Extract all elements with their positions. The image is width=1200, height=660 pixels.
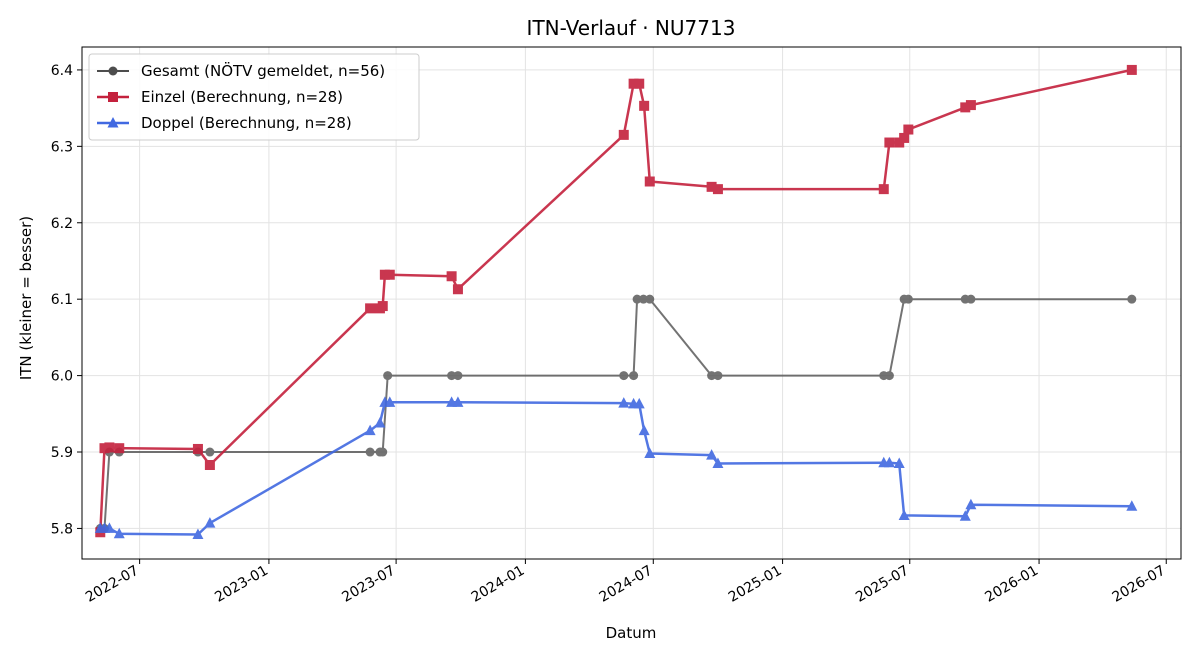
data-point [618,397,630,408]
data-point [113,527,125,539]
data-point [707,371,717,381]
legend-label: Doppel (Berechnung, n=28) [141,114,352,132]
x-tick-label: 2023-01 [212,563,271,606]
data-point [384,396,396,407]
y-tick-label: 6.4 [51,63,73,79]
data-point [1127,294,1137,304]
data-point [1126,500,1138,511]
data-point [644,447,656,459]
x-tick-label: 2024-01 [469,563,528,606]
data-point [644,176,655,187]
data-point [713,371,723,381]
data-point [114,443,125,454]
y-tick-label: 6.3 [51,139,73,155]
data-point [384,269,395,280]
data-point [629,371,639,381]
data-point [639,100,650,111]
legend-label: Einzel (Berechnung, n=28) [141,88,343,106]
data-point [638,294,648,304]
data-point [365,303,376,314]
data-point [645,294,655,304]
legend-marker [108,92,118,102]
data-point [959,510,971,521]
legend-entry: Gesamt (NÖTV gemeldet, n=56) [97,61,385,80]
data-point [446,271,457,282]
x-tick-label: 2022-07 [83,563,142,606]
data-point [898,509,910,520]
data-point [192,528,204,540]
data-point [965,100,976,111]
plot-frame [81,46,1182,560]
axes: 5.8 5.9 6.0 6.1 6.2 6.3 6.4 2022-07 2023-01 2023-… [51,63,1169,606]
series-line [100,298,1132,530]
legend: Gesamt (NÖTV gemeldet, n=56) Einzel (Bere… [88,53,420,141]
legend-label: Gesamt (NÖTV gemeldet, n=56) [141,61,385,80]
data-point [104,442,115,453]
data-point [884,371,894,381]
y-tick-label: 6.2 [51,216,73,232]
data-point [706,181,717,192]
y-tick-label: 6.1 [51,292,73,308]
data-point [377,301,388,312]
legend-entry: Einzel (Berechnung, n=28) [97,88,343,106]
data-point [365,447,375,457]
x-tick-label: 2023-07 [339,563,398,606]
data-point [638,424,650,436]
data-point [452,396,464,407]
data-point [103,522,115,533]
data-point [204,460,215,471]
data-point [903,294,913,304]
y-tick-label: 5.8 [51,521,73,537]
y-tick-label: 5.9 [51,445,73,461]
data-point [383,371,393,381]
data-point [903,124,914,135]
series-layer [94,64,1138,540]
data-point [619,371,629,381]
data-point [205,447,215,457]
data-point [883,456,895,468]
x-tick-label: 2026-01 [982,563,1041,606]
legend-marker [107,117,119,128]
data-point [364,424,376,436]
data-point [453,371,463,381]
legend-box [88,53,420,141]
data-point [960,102,971,113]
data-point [1126,64,1137,75]
data-point [966,294,976,304]
data-point [965,498,977,510]
data-point [378,447,388,457]
legend-entry: Doppel (Berechnung, n=28) [97,114,352,132]
data-point [712,184,723,195]
data-point [452,284,463,295]
data-point [893,457,905,468]
x-tick-label: 2024-07 [597,563,656,606]
chart-title: ITN-Verlauf · NU7713 [527,16,736,40]
data-point [633,397,645,409]
data-point [634,78,645,89]
series-triangle [94,396,1138,540]
data-point [632,294,642,304]
x-tick-label: 2025-07 [853,563,912,606]
y-tick-label: 6.0 [51,369,73,385]
data-point [706,449,718,460]
y-axis-label: ITN (kleiner = besser) [17,216,35,380]
x-tick-label: 2025-01 [726,563,785,606]
legend-marker [108,66,118,76]
data-point [192,443,203,454]
data-point [878,184,889,195]
data-point [204,517,216,528]
data-point [374,416,386,428]
data-point [447,371,457,381]
data-point [712,457,724,468]
series-square [95,64,1137,538]
x-axis-label: Datum [606,624,657,642]
data-point [899,132,910,143]
data-point [884,137,895,148]
series-circle [95,294,1137,533]
data-point [628,78,639,89]
x-tick-label: 2026-07 [1110,563,1169,606]
data-point [618,129,629,140]
